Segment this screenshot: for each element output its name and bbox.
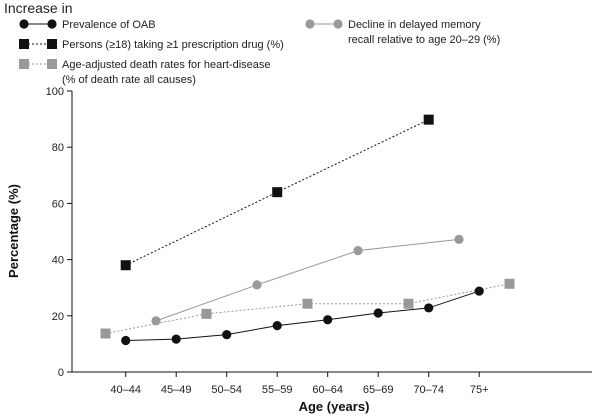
legend-marker [305, 19, 315, 29]
x-tick-label: 45–49 [161, 384, 192, 396]
series-layer [100, 114, 515, 346]
data-point [100, 328, 111, 339]
data-point [302, 298, 313, 309]
x-tick-label: 70–74 [413, 384, 444, 396]
data-point [504, 278, 515, 289]
series-line [155, 238, 460, 322]
legend-marker [47, 19, 57, 29]
legend-label: Persons (≥18) taking ≥1 prescription dru… [62, 39, 284, 51]
legend-label: Prevalence of OAB [62, 19, 156, 31]
data-point [222, 330, 232, 340]
y-tick-label: 40 [52, 255, 64, 267]
legend-marker [47, 59, 57, 69]
axes [71, 91, 592, 373]
x-ticks: 40–44 45–49 50–54 55–59 60–64 65–69 70–74 75+ [110, 372, 489, 396]
legend-label-line2: (% of death rate all causes) [62, 74, 196, 86]
series-0 [121, 286, 484, 346]
x-tick-label: 60–64 [312, 384, 343, 396]
y-ticks: 0 20 40 60 80 100 [46, 86, 72, 379]
legend-item: Persons (≥18) taking ≥1 prescription dru… [19, 39, 284, 51]
y-tick-label: 20 [52, 311, 64, 323]
y-tick-label: 100 [46, 86, 64, 98]
legend-marker [19, 59, 29, 69]
y-tick-label: 0 [58, 367, 64, 379]
data-point [373, 308, 383, 318]
chart-title: Increase in [4, 0, 72, 16]
legend-item: Prevalence of OAB [19, 19, 156, 31]
data-point [201, 308, 212, 319]
data-point [171, 334, 181, 344]
y-tick-label: 80 [52, 142, 64, 154]
series-3 [151, 234, 464, 326]
data-point [454, 234, 464, 244]
data-point [121, 335, 131, 346]
y-axis-title: Percentage (%) [6, 184, 21, 278]
series-1 [120, 114, 434, 271]
data-point [353, 246, 363, 256]
data-point [252, 280, 262, 290]
legend-label: Decline in delayed memory [348, 19, 481, 31]
data-point [323, 315, 333, 325]
legend-item: Age-adjusted death rates for heart-disea… [19, 59, 271, 86]
data-point [423, 114, 434, 125]
x-tick-label: 50–54 [211, 384, 242, 396]
legend-marker [333, 19, 343, 29]
legend-marker [19, 19, 29, 29]
data-point [272, 187, 283, 198]
y-tick-label: 60 [52, 198, 64, 210]
data-point [403, 298, 414, 309]
series-2 [100, 278, 515, 339]
series-line [125, 290, 480, 342]
legend: Prevalence of OAB Persons (≥18) taking ≥1… [19, 19, 500, 86]
x-tick-label: 55–59 [262, 384, 293, 396]
legend-marker [47, 39, 57, 49]
legend-label-line2: recall relative to age 20–29 (%) [348, 34, 500, 46]
x-tick-label: 65–69 [363, 384, 394, 396]
x-tick-label: 75+ [470, 384, 489, 396]
data-point [151, 316, 161, 326]
data-point [424, 303, 434, 313]
legend-marker [19, 39, 29, 49]
x-axis-title: Age (years) [299, 399, 370, 414]
legend-item: Decline in delayed memory recall relative… [305, 19, 500, 46]
data-point [272, 321, 282, 331]
data-point [120, 260, 131, 271]
data-point [474, 286, 484, 296]
x-tick-label: 40–44 [110, 384, 141, 396]
legend-label: Age-adjusted death rates for heart-disea… [62, 59, 271, 71]
